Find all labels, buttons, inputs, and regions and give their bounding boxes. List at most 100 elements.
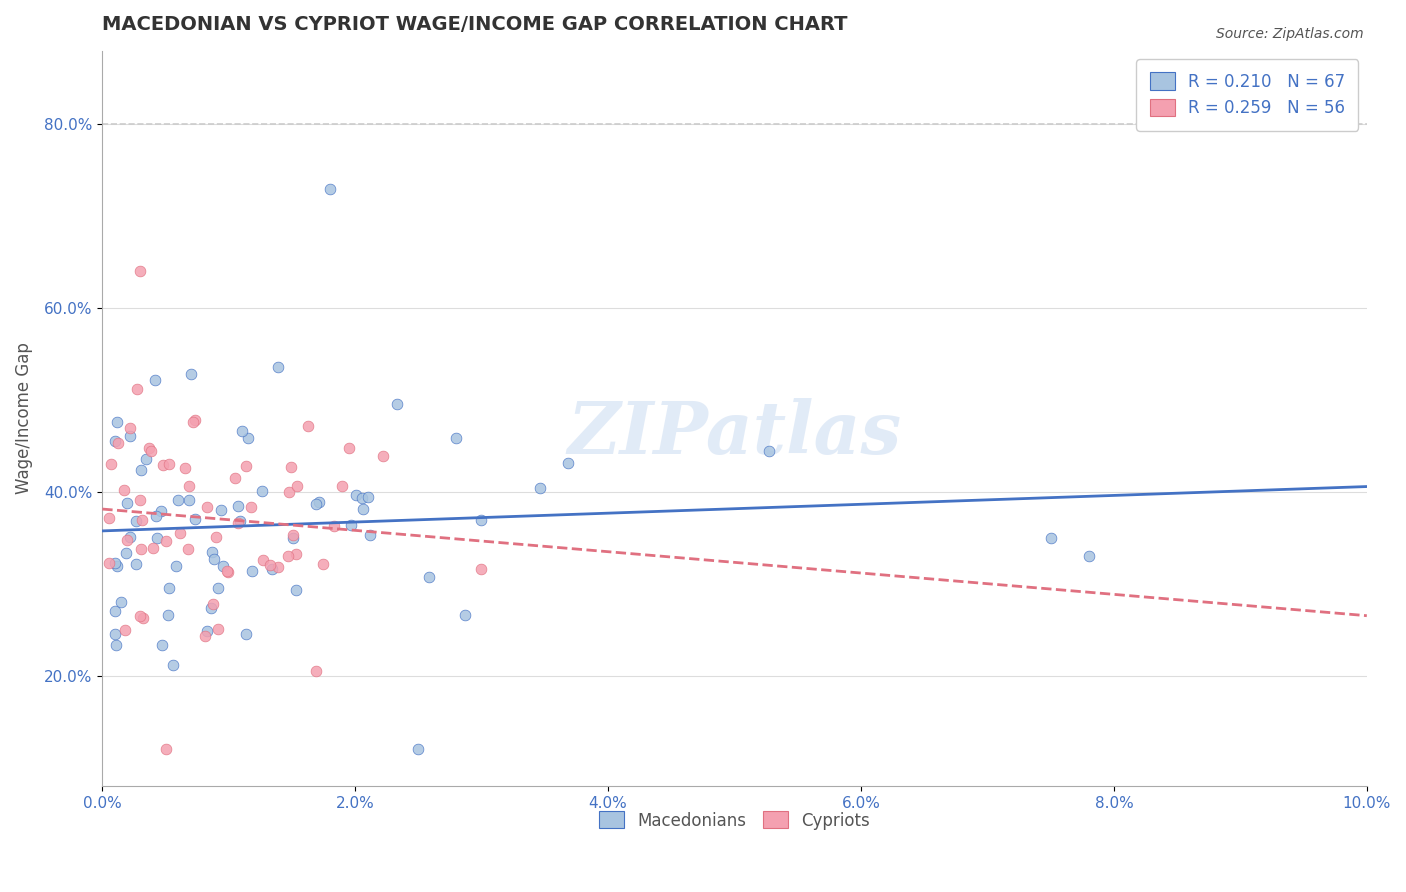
Macedonians: [145, 508, 167, 523]
Macedonians: [143, 373, 166, 387]
Macedonians: [1039, 531, 1062, 545]
Cypriots: [337, 442, 360, 456]
Macedonians: [114, 546, 136, 560]
Text: MACEDONIAN VS CYPRIOT WAGE/INCOME GAP CORRELATION CHART: MACEDONIAN VS CYPRIOT WAGE/INCOME GAP CO…: [103, 15, 848, 34]
Cypriots: [118, 421, 141, 435]
Cypriots: [267, 560, 290, 574]
Cypriots: [277, 549, 299, 564]
Macedonians: [444, 432, 467, 446]
Cypriots: [174, 461, 197, 475]
Macedonians: [105, 415, 128, 429]
Macedonians: [104, 557, 127, 571]
Macedonians: [135, 451, 157, 466]
Macedonians: [104, 434, 127, 448]
Macedonians: [387, 397, 409, 411]
Cypriots: [97, 557, 120, 571]
Macedonians: [350, 491, 373, 506]
Macedonians: [758, 443, 780, 458]
Macedonians: [262, 562, 284, 576]
Macedonians: [149, 504, 172, 518]
Macedonians: [207, 581, 229, 595]
Macedonians: [529, 481, 551, 495]
Cypriots: [226, 516, 249, 530]
Macedonians: [115, 496, 138, 510]
Cypriots: [131, 611, 153, 625]
Cypriots: [194, 629, 217, 643]
Macedonians: [180, 367, 202, 381]
Macedonians: [470, 513, 492, 527]
Macedonians: [184, 511, 207, 525]
Y-axis label: Wage/Income Gap: Wage/Income Gap: [15, 343, 32, 494]
Cypriots: [100, 457, 122, 471]
Cypriots: [138, 441, 160, 455]
Macedonians: [226, 499, 249, 513]
Cypriots: [125, 382, 148, 396]
Cypriots: [207, 622, 229, 636]
Macedonians: [250, 483, 273, 498]
Macedonians: [129, 463, 152, 477]
Legend: Macedonians, Cypriots: Macedonians, Cypriots: [592, 805, 877, 836]
Macedonians: [1077, 549, 1099, 563]
Cypriots: [155, 533, 177, 548]
Macedonians: [240, 565, 263, 579]
Macedonians: [408, 742, 430, 756]
Cypriots: [224, 471, 246, 485]
Cypriots: [195, 500, 218, 514]
Cypriots: [281, 528, 304, 542]
Cypriots: [179, 479, 201, 493]
Cypriots: [169, 525, 191, 540]
Macedonians: [177, 493, 200, 508]
Macedonians: [110, 594, 132, 608]
Cypriots: [332, 479, 354, 493]
Macedonians: [125, 514, 148, 528]
Cypriots: [157, 457, 180, 471]
Text: ZIPatlas: ZIPatlas: [568, 398, 901, 468]
Macedonians: [267, 360, 290, 375]
Cypriots: [235, 459, 257, 474]
Cypriots: [129, 541, 152, 556]
Macedonians: [339, 517, 361, 532]
Macedonians: [104, 604, 127, 618]
Cypriots: [155, 742, 177, 756]
Cypriots: [139, 444, 162, 458]
Cypriots: [240, 500, 263, 514]
Cypriots: [285, 479, 308, 493]
Cypriots: [252, 553, 274, 567]
Macedonians: [346, 488, 368, 502]
Cypriots: [152, 458, 174, 472]
Macedonians: [353, 501, 375, 516]
Macedonians: [238, 431, 260, 445]
Macedonians: [105, 638, 128, 652]
Macedonians: [229, 514, 252, 528]
Cypriots: [114, 623, 136, 637]
Macedonians: [118, 530, 141, 544]
Cypriots: [312, 558, 335, 572]
Cypriots: [112, 483, 135, 497]
Cypriots: [215, 564, 238, 578]
Cypriots: [322, 519, 344, 533]
Macedonians: [195, 624, 218, 638]
Cypriots: [97, 510, 120, 524]
Macedonians: [120, 428, 142, 442]
Cypriots: [305, 665, 328, 679]
Macedonians: [145, 532, 167, 546]
Cypriots: [184, 413, 207, 427]
Macedonians: [150, 638, 173, 652]
Cypriots: [280, 460, 302, 475]
Macedonians: [157, 581, 180, 595]
Cypriots: [373, 449, 395, 463]
Cypriots: [129, 264, 152, 278]
Macedonians: [209, 503, 232, 517]
Cypriots: [129, 608, 152, 623]
Macedonians: [157, 608, 180, 623]
Macedonians: [557, 456, 579, 470]
Macedonians: [202, 552, 225, 566]
Cypriots: [278, 485, 301, 500]
Cypriots: [177, 542, 200, 557]
Macedonians: [200, 600, 222, 615]
Macedonians: [308, 495, 330, 509]
Macedonians: [211, 558, 233, 573]
Macedonians: [454, 607, 477, 622]
Macedonians: [200, 544, 222, 558]
Cypriots: [107, 435, 129, 450]
